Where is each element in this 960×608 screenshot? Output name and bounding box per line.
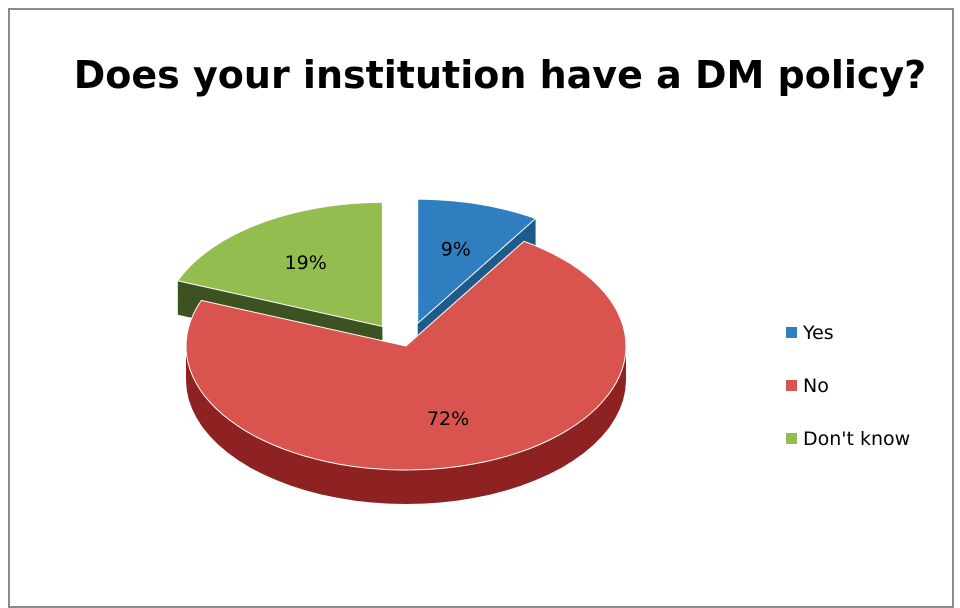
chart-title: Does your institution have a DM policy? (73, 53, 927, 97)
legend-label-dont-know: Don't know (803, 427, 911, 450)
chart-legend: Yes No Don't know (786, 306, 910, 465)
legend-swatch-dont-know (786, 433, 797, 444)
pie-slice-no (185, 240, 627, 471)
legend-swatch-no (786, 380, 797, 391)
legend-swatch-yes (786, 327, 797, 338)
data-label-don-t-know: 19% (285, 252, 327, 274)
pie-side-no (186, 346, 626, 504)
legend-item-yes: Yes (786, 306, 910, 359)
pie-slice-don-t-know (176, 201, 383, 328)
legend-item-dont-know: Don't know (786, 412, 910, 465)
legend-item-no: No (786, 359, 910, 412)
pie-slice-yes (417, 198, 537, 325)
legend-label-yes: Yes (803, 321, 834, 344)
data-label-yes: 9% (441, 238, 471, 260)
data-label-no: 72% (427, 408, 469, 430)
legend-label-no: No (803, 374, 829, 397)
pie-chart: 9% 72% 19% (176, 198, 627, 504)
